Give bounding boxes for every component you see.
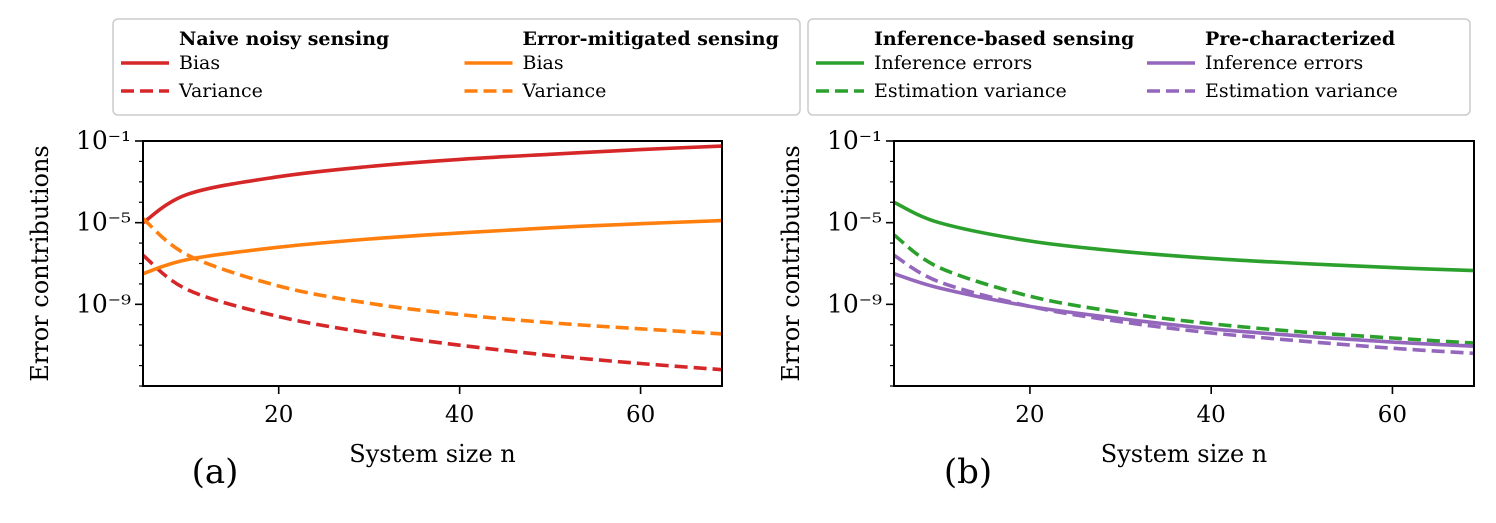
series-line-variance-3 — [141, 217, 723, 336]
legend-entry-label: Estimation variance — [874, 80, 1067, 102]
legend-entry-label: Variance — [178, 80, 263, 102]
x-tick-label: 40 — [445, 402, 474, 428]
y-axis-label: Error contributions — [777, 145, 805, 382]
legend-box — [807, 18, 1471, 116]
legend-box — [112, 18, 801, 116]
y-axis-label: Error contributions — [26, 145, 54, 382]
legend-group-title: Error-mitigated sensing — [523, 28, 779, 50]
y-tick-label: 10⁻¹ — [827, 126, 882, 155]
series-line-bias-0 — [141, 144, 723, 225]
legend-entry-label: Inference errors — [1205, 52, 1363, 74]
x-axis-label: System size n — [1101, 440, 1267, 468]
panel-label: (b) — [944, 452, 992, 492]
legend-panel-a: Naive noisy sensingBiasVarianceError-mit… — [112, 18, 801, 116]
y-tick-label: 10⁻⁵ — [827, 208, 882, 237]
chart-panel-b: 20 40 60 10⁻¹ 10⁻⁵ 10⁻⁹ System size n Error con… — [777, 126, 1475, 492]
legend-entry-label: Estimation variance — [1205, 80, 1398, 102]
x-axis-label: System size n — [349, 440, 515, 468]
series-line-estimation-variance-3 — [893, 253, 1475, 356]
x-tick-label: 40 — [1197, 402, 1226, 428]
series-line-variance-1 — [141, 253, 723, 372]
legend-group-title: Pre-characterized — [1205, 28, 1395, 50]
x-tick-label: 60 — [626, 402, 655, 428]
x-tick-label: 60 — [1378, 402, 1407, 428]
y-tick-label: 10⁻⁹ — [827, 289, 882, 318]
series-line-estimation-variance-1 — [892, 233, 1475, 345]
y-tick-label: 10⁻¹ — [76, 126, 131, 155]
x-tick-label: 20 — [264, 402, 293, 428]
plot-frame — [142, 140, 723, 387]
legend-group-title: Inference-based sensing — [874, 28, 1134, 50]
y-tick-label: 10⁻⁵ — [76, 208, 131, 237]
chart-panel-a: 20 40 60 10⁻¹ 10⁻⁵ 10⁻⁹ System size n Error con… — [26, 126, 723, 492]
legend-entry-label: Inference errors — [874, 52, 1032, 74]
panel-label: (a) — [192, 452, 239, 492]
x-tick-label: 20 — [1015, 402, 1044, 428]
legend-entry-label: Variance — [522, 80, 607, 102]
legend-group-title: Naive noisy sensing — [179, 28, 389, 50]
legend-entry-label: Bias — [179, 52, 220, 74]
series-line-bias-2 — [142, 218, 723, 276]
legend-entry-label: Bias — [523, 52, 564, 74]
series-line-inference-errors-2 — [893, 271, 1475, 348]
y-tick-label: 10⁻⁹ — [76, 289, 131, 318]
series-line-inference-errors-0 — [893, 200, 1475, 273]
